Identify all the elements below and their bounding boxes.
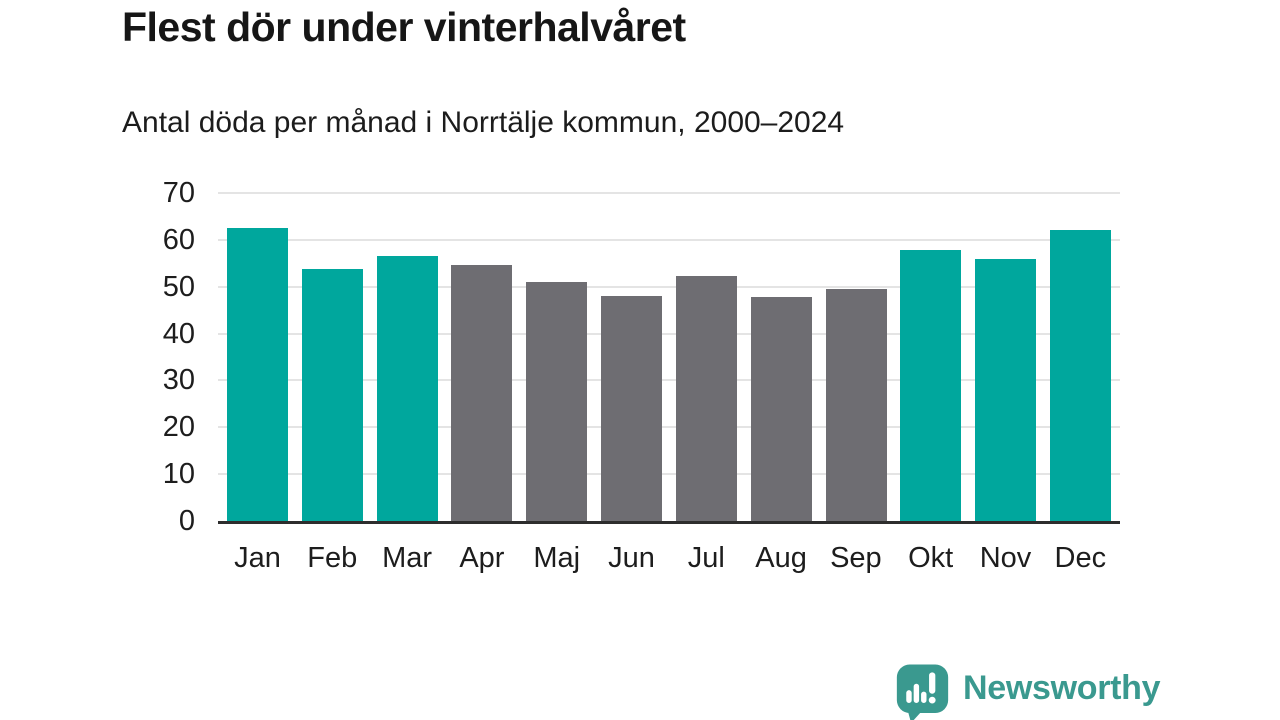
plot-area [218, 192, 1120, 524]
bars [218, 193, 1120, 521]
gridline [218, 238, 1120, 241]
newsworthy-wordmark: Newsworthy [963, 669, 1161, 707]
x-tick-label: Nov [979, 542, 1032, 574]
y-tick-label: 60 [162, 223, 195, 256]
chart-subtitle: Antal döda per månad i Norrtälje kommun,… [122, 106, 845, 139]
y-tick-label: 40 [162, 317, 195, 350]
bar-jan [227, 228, 288, 521]
y-tick-label: 70 [162, 177, 195, 209]
bar-aug [750, 297, 812, 521]
bar-apr [451, 264, 513, 521]
bar-nov [975, 258, 1037, 521]
gridline [218, 473, 1120, 476]
chart-title: Flest dör under vinterhalvåret [122, 4, 686, 50]
x-tick-label: Apr [459, 542, 505, 574]
x-tick-label: Feb [307, 542, 358, 574]
y-tick-label: 50 [162, 270, 195, 303]
bar-dec [1049, 230, 1111, 521]
y-tick-label: 10 [162, 458, 195, 491]
x-tick-label: Jan [234, 542, 281, 574]
gridline [218, 192, 1120, 194]
x-tick-label: Maj [533, 542, 581, 574]
gridline [218, 285, 1120, 288]
gridline [218, 332, 1120, 335]
bar-mar [376, 256, 438, 521]
x-tick-label: Dec [1054, 542, 1107, 574]
bar-chart-speech-bubble-icon [896, 664, 949, 720]
x-tick-label: Sep [830, 542, 882, 574]
bar-feb [301, 269, 363, 521]
bar-jun [601, 296, 663, 521]
bar-maj [526, 282, 588, 521]
x-tick-label: Okt [908, 542, 954, 574]
bar-okt [900, 249, 962, 521]
gridline [218, 426, 1120, 429]
gridline [218, 379, 1120, 382]
x-tick-label: Jun [608, 542, 655, 574]
bar-sep [825, 289, 887, 521]
bar-jul [675, 275, 737, 521]
y-tick-label: 0 [178, 505, 195, 537]
x-tick-label: Jul [687, 542, 725, 574]
y-tick-label: 30 [162, 364, 195, 397]
x-tick-label: Aug [755, 542, 807, 574]
x-tick-label: Mar [382, 542, 433, 574]
y-tick-label: 20 [162, 411, 195, 444]
newsworthy-logo: Newsworthy [894, 663, 1161, 720]
